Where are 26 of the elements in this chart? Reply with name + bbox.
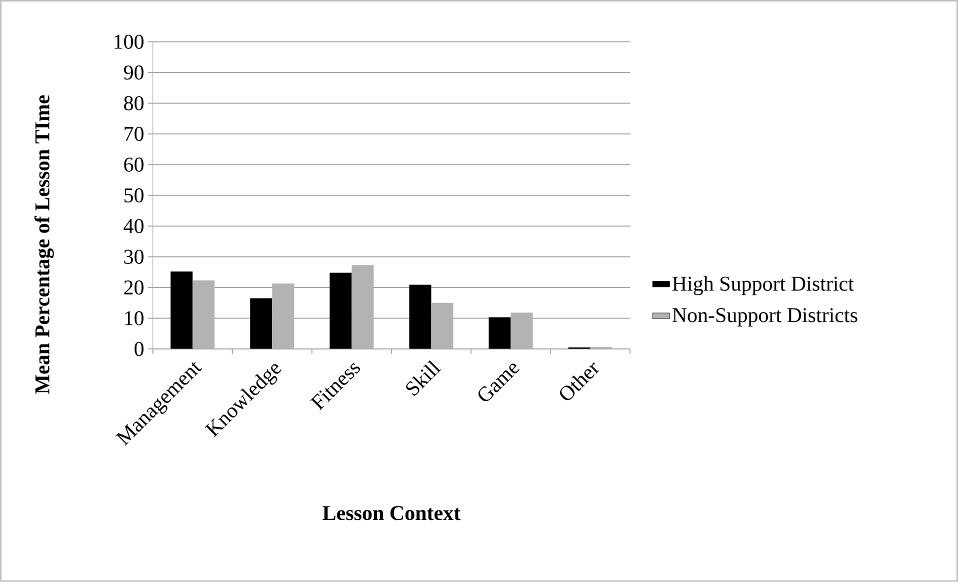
bar	[488, 317, 511, 350]
legend-label: Non-Support Districts	[672, 308, 858, 327]
bar	[510, 312, 533, 350]
y-tick-label: 40	[124, 219, 144, 234]
legend-label: High Support District	[672, 276, 854, 296]
bar	[431, 302, 454, 350]
x-axis-title: Lesson Context	[322, 506, 461, 520]
bar	[250, 298, 272, 350]
y-axis-title: Mean Percentage of Lesson TIme	[34, 95, 54, 394]
bar	[170, 272, 193, 350]
y-tick-label: 70	[124, 126, 144, 142]
y-tick-label: 20	[124, 280, 144, 295]
y-tick-label: 10	[125, 311, 144, 326]
bar	[352, 265, 374, 350]
bar	[409, 284, 432, 350]
y-tick-label: 80	[124, 96, 144, 110]
y-tick-label: 60	[124, 158, 144, 172]
bar	[272, 284, 294, 350]
y-tick-label: 0	[134, 342, 144, 356]
bar	[330, 272, 352, 350]
x-tick-label: Skill	[406, 360, 442, 396]
bar	[192, 280, 215, 350]
y-tick-label: 100	[114, 34, 144, 49]
y-tick-label: 50	[124, 188, 144, 203]
y-tick-label: 30	[124, 250, 144, 264]
y-tick-label: 90	[124, 66, 144, 80]
